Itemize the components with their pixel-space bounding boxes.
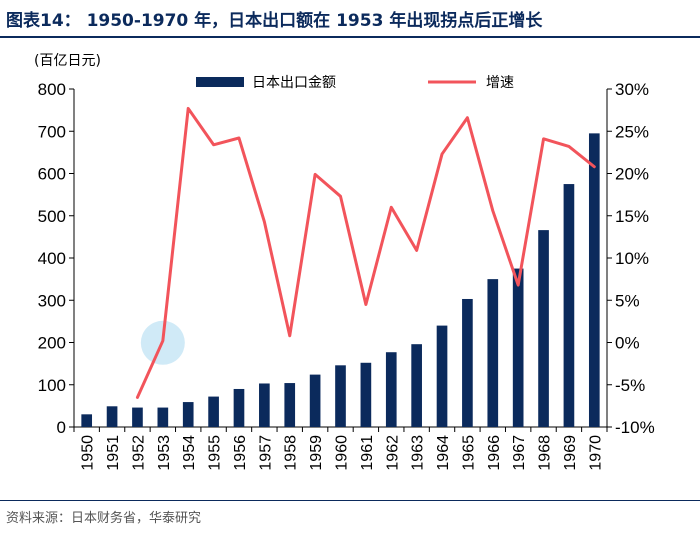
bar-1963 <box>411 344 422 427</box>
bar-1964 <box>436 325 448 427</box>
bar-1952 <box>132 407 143 427</box>
bar-1961 <box>360 362 372 427</box>
chart-title: 图表14： 1950-1970 年，日本出口额在 1953 年出现拐点后正增长 <box>6 11 543 31</box>
title-divider <box>0 36 700 38</box>
bar-1950 <box>81 414 93 427</box>
legend-bar-swatch <box>196 77 244 87</box>
bar-1957 <box>259 383 270 427</box>
legend-line-label: 增速 <box>486 75 514 91</box>
axes-group: 0 100 200 300 400 500 600 700 800 -10% -5% 0% 5% 10% 1… <box>38 80 655 471</box>
x-axis-tick-label: 1965 <box>460 435 477 471</box>
left-axis-unit-label: (百亿日元) <box>34 53 101 69</box>
x-axis-tick-label: 1968 <box>537 435 554 471</box>
x-axis-tick-label: 1964 <box>435 435 452 471</box>
right-axis-tick-label: 5% <box>615 291 640 310</box>
bar-1954 <box>182 402 194 427</box>
x-axis-tick-label: 1969 <box>562 435 579 471</box>
left-axis-tick-label: 300 <box>38 291 66 310</box>
x-axis-tick-label: 1952 <box>130 435 147 471</box>
left-axis-tick-label: 0 <box>57 418 66 437</box>
legend-bar-label: 日本出口金额 <box>252 75 336 91</box>
bar-1969 <box>563 184 575 427</box>
left-axis-tick-label: 400 <box>38 249 66 268</box>
bar-1960 <box>335 365 346 427</box>
right-axis-tick-label: -5% <box>615 376 645 395</box>
bars-group <box>81 133 600 428</box>
source-divider <box>0 500 700 501</box>
x-axis-tick-label: 1966 <box>486 435 503 471</box>
x-axis-tick-label: 1951 <box>105 435 122 471</box>
left-axis-tick-label: 100 <box>38 376 66 395</box>
right-axis-tick-label: 20% <box>615 165 649 184</box>
bar-1967 <box>512 268 524 427</box>
bar-1958 <box>284 383 296 427</box>
line-group <box>135 106 596 399</box>
left-axis-tick-label: 600 <box>38 165 66 184</box>
x-axis-tick-label: 1959 <box>308 435 325 471</box>
x-axis-tick-label: 1956 <box>232 435 249 471</box>
right-axis-tick-label: 25% <box>615 122 649 141</box>
x-axis-tick-label: 1950 <box>80 435 97 471</box>
x-axis-tick-label: 1962 <box>384 435 401 471</box>
right-axis-tick-label: 0% <box>615 334 640 353</box>
bar-1966 <box>487 279 499 427</box>
x-axis-tick-label: 1958 <box>283 435 300 471</box>
bar-1968 <box>538 230 549 427</box>
growth-rate-line <box>135 106 596 399</box>
x-axis-tick-label: 1970 <box>587 435 604 471</box>
left-axis-tick-label: 500 <box>38 207 66 226</box>
x-axis-tick-label: 1954 <box>181 435 198 471</box>
right-axis-tick-label: 15% <box>615 207 649 226</box>
right-axis-tick-label: 30% <box>615 80 649 99</box>
bar-1965 <box>462 298 473 427</box>
bar-1951 <box>106 406 118 427</box>
x-axis-tick-label: 1960 <box>334 435 351 471</box>
source-note: 资料来源：日本财务省，华泰研究 <box>6 511 202 526</box>
bar-1955 <box>208 396 219 427</box>
x-axis-tick-label: 1953 <box>156 435 173 471</box>
bar-1953 <box>157 407 169 427</box>
x-axis-tick-label: 1955 <box>207 435 224 471</box>
right-axis-tick-label: -10% <box>615 418 655 437</box>
x-axis-tick-label: 1963 <box>410 435 427 471</box>
chart-area: 0 100 200 300 400 500 600 700 800 -10% -5% 0% 5% 10% 1… <box>38 75 655 471</box>
bar-1959 <box>309 374 321 427</box>
x-axis-tick-label: 1961 <box>359 435 376 471</box>
left-axis-tick-label: 800 <box>38 80 66 99</box>
bar-1970 <box>588 133 600 428</box>
right-axis-tick-label: 10% <box>615 249 649 268</box>
left-axis-tick-label: 700 <box>38 122 66 141</box>
x-axis-tick-label: 1957 <box>257 435 274 471</box>
left-axis-tick-label: 200 <box>38 334 66 353</box>
bar-1962 <box>385 352 397 427</box>
bar-1956 <box>233 388 245 427</box>
legend: 日本出口金额 增速 <box>196 75 514 91</box>
x-axis-tick-label: 1967 <box>511 435 528 471</box>
